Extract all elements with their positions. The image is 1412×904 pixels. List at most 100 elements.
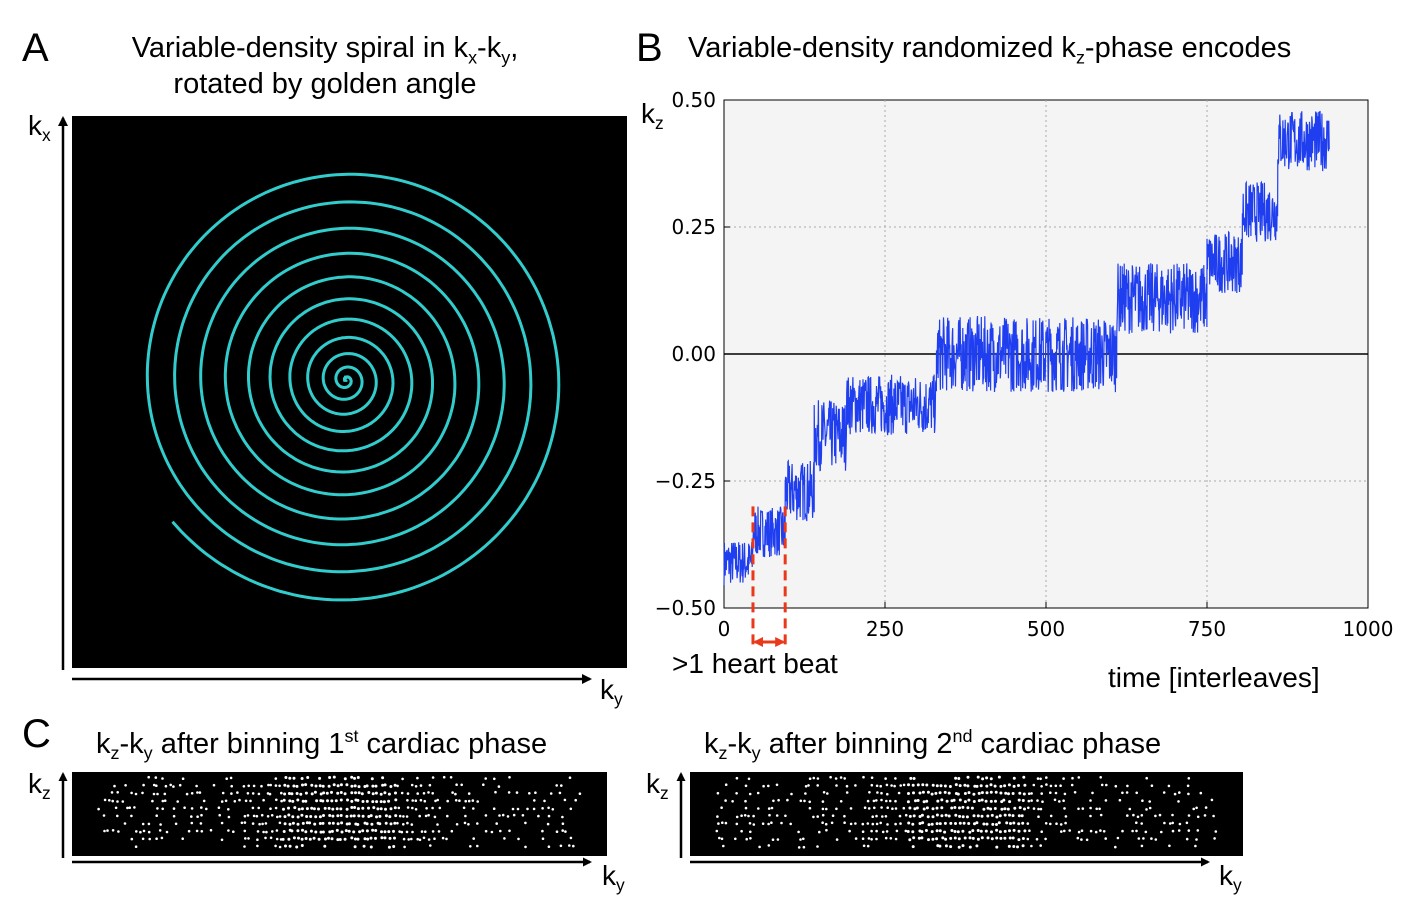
- sample-dot: [134, 845, 138, 848]
- sample-dot: [559, 844, 563, 848]
- sample-dot: [771, 838, 775, 841]
- sample-dot: [356, 823, 360, 826]
- sample-dot: [875, 799, 878, 802]
- sample-dot: [367, 806, 370, 810]
- sample-dot: [374, 836, 377, 840]
- sample-dot: [934, 791, 938, 795]
- sample-dot: [1077, 830, 1081, 834]
- sample-dot: [534, 791, 537, 794]
- sample-dot: [309, 815, 313, 818]
- sample-dot: [862, 844, 866, 848]
- sample-dot: [256, 844, 259, 848]
- sample-dot: [963, 783, 967, 787]
- sample-dot: [985, 784, 989, 788]
- sample-dot: [366, 837, 370, 841]
- sample-dot: [767, 844, 771, 847]
- sample-dot: [354, 791, 357, 795]
- sample-dot: [886, 806, 889, 809]
- sample-dot: [247, 784, 250, 788]
- sample-dot: [912, 791, 915, 795]
- sample-dot: [979, 784, 983, 788]
- sample-dot: [999, 784, 1003, 788]
- sample-dot: [902, 783, 906, 787]
- sample-dot: [547, 845, 551, 848]
- sample-dot: [1028, 829, 1031, 832]
- sample-dot: [569, 807, 573, 811]
- sample-dot: [870, 838, 873, 841]
- sample-dot: [318, 776, 322, 780]
- sample-dot: [103, 798, 107, 802]
- sample-dot: [230, 792, 233, 795]
- sample-dot: [124, 784, 127, 787]
- sample-dot: [968, 845, 972, 849]
- sample-dot: [251, 822, 255, 825]
- sample-dot: [152, 783, 156, 787]
- sample-dot: [899, 822, 902, 825]
- sample-dot: [394, 791, 397, 795]
- sample-dot: [891, 807, 894, 810]
- sample-dot: [357, 791, 361, 795]
- sample-dot: [360, 792, 364, 796]
- sample-dot: [967, 798, 971, 802]
- sample-dot: [517, 837, 520, 841]
- sample-dot: [422, 792, 426, 795]
- sample-dot: [1026, 837, 1030, 841]
- sample-dot: [938, 829, 942, 833]
- sample-dot: [1009, 822, 1012, 825]
- sample-dot: [825, 807, 828, 811]
- sample-dot: [756, 791, 760, 795]
- sample-dot: [511, 807, 515, 811]
- sample-dot: [930, 792, 934, 796]
- sample-dot: [275, 829, 279, 832]
- sample-dot: [437, 830, 441, 833]
- sample-dot: [1012, 784, 1016, 788]
- sample-dot: [1125, 791, 1129, 794]
- sample-dot: [1002, 798, 1006, 802]
- sample-dot: [916, 783, 920, 787]
- sample-dot: [569, 836, 573, 840]
- sample-dot: [943, 821, 947, 825]
- sample-dot: [1158, 813, 1162, 817]
- sample-dot: [1162, 791, 1166, 794]
- sample-dot: [885, 783, 889, 787]
- sample-dot: [376, 807, 380, 811]
- sample-dot: [982, 822, 986, 826]
- sample-dot: [139, 830, 142, 834]
- sample-dot: [1003, 784, 1007, 788]
- y-tick-label: −0.25: [655, 469, 716, 493]
- sample-dot: [735, 822, 739, 826]
- sampling-dots-phase-2: [715, 775, 1218, 849]
- x-tick-label: 0: [718, 617, 731, 641]
- sample-dot: [375, 815, 378, 819]
- sample-dot: [1039, 844, 1042, 847]
- sample-dot: [885, 830, 889, 833]
- sample-dot: [297, 836, 300, 840]
- sample-dot: [715, 829, 719, 833]
- sample-dot: [965, 815, 969, 819]
- sample-dot: [383, 791, 387, 795]
- sample-dot: [499, 829, 502, 833]
- panel-a-horizontal-axis-label: ky: [600, 674, 623, 710]
- sample-dot: [319, 792, 323, 796]
- sample-dot: [861, 822, 865, 826]
- sample-dot: [209, 828, 213, 832]
- sample-dot: [1018, 806, 1022, 810]
- sample-dot: [953, 806, 957, 809]
- sample-dot: [264, 822, 268, 825]
- sample-dot: [284, 844, 287, 848]
- panel-letter-a: A: [22, 26, 49, 70]
- sample-dot: [563, 798, 567, 802]
- sample-dot: [1011, 792, 1015, 795]
- sample-dot: [861, 837, 865, 840]
- sample-dot: [260, 813, 264, 817]
- sample-dot: [181, 837, 184, 840]
- sample-dot: [870, 776, 874, 779]
- sample-dot: [278, 821, 282, 825]
- sample-dot: [339, 807, 343, 811]
- sample-dot: [356, 837, 360, 841]
- sample-dot: [378, 822, 382, 826]
- sample-dot: [319, 830, 323, 834]
- sample-dot: [275, 798, 278, 802]
- sample-dot: [1053, 798, 1057, 802]
- sample-dot: [976, 775, 980, 779]
